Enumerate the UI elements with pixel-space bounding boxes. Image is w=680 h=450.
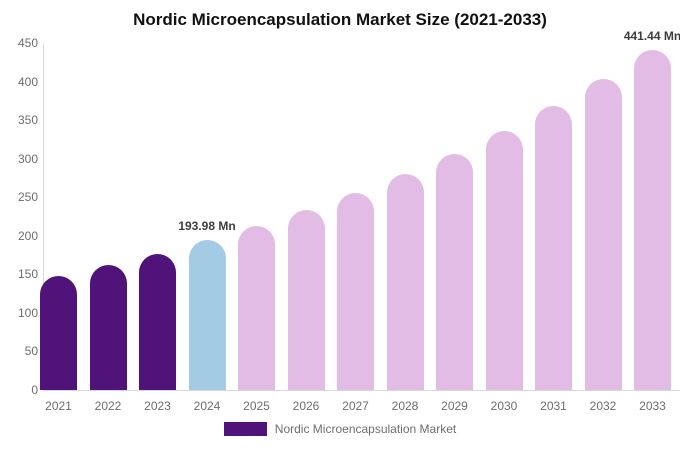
x-tick-label-2031: 2031 <box>540 399 567 413</box>
y-tick-label-150: 150 <box>17 267 38 282</box>
y-tick-label-450: 450 <box>17 36 38 50</box>
x-axis-line <box>43 390 680 391</box>
y-tick-label-0: 0 <box>31 383 38 397</box>
bar-2028[interactable] <box>386 174 424 390</box>
x-tick-label-2021: 2021 <box>45 399 72 413</box>
y-tick-label-300: 300 <box>17 151 38 166</box>
bar-2027[interactable] <box>337 193 374 390</box>
bar-2025[interactable] <box>238 226 275 390</box>
x-tick-label-2025: 2025 <box>243 399 270 413</box>
bar-2021[interactable] <box>40 276 77 390</box>
x-tick-label-2022: 2022 <box>94 399 122 413</box>
bar-2029[interactable] <box>436 153 473 390</box>
y-tick-label-400: 400 <box>17 74 38 89</box>
legend-swatch[interactable] <box>223 422 267 436</box>
y-axis-line <box>43 43 44 390</box>
x-tick-label-2032: 2032 <box>589 399 617 413</box>
x-tick-label-2026: 2026 <box>292 399 320 413</box>
y-tick-label-350: 350 <box>17 113 38 128</box>
bar-2024[interactable] <box>188 240 226 390</box>
bar-2026[interactable] <box>287 210 325 390</box>
legend-item-label[interactable]: Nordic Microencapsulation Market <box>274 422 457 436</box>
bar-2030[interactable] <box>485 131 523 390</box>
legend: Nordic Microencapsulation Market <box>0 422 680 436</box>
y-tick-label-100: 100 <box>17 305 38 320</box>
x-tick-label-2027: 2027 <box>342 399 369 413</box>
x-tick-label-2028: 2028 <box>391 399 419 413</box>
y-tick-label-250: 250 <box>17 190 38 205</box>
bar-2033[interactable] <box>634 49 671 390</box>
x-tick-label-2033: 2033 <box>639 399 666 413</box>
bar-2022[interactable] <box>89 265 127 390</box>
bar-2031[interactable] <box>535 106 572 390</box>
data-label-2024: 193.98 Mn <box>178 219 236 234</box>
x-tick-label-2029: 2029 <box>441 399 468 413</box>
chart-title: Nordic Microencapsulation Market Size (2… <box>133 10 547 29</box>
x-tick-label-2023: 2023 <box>144 399 171 413</box>
y-tick-label-50: 50 <box>24 344 38 359</box>
bar-2023[interactable] <box>139 253 176 390</box>
y-tick-label-200: 200 <box>17 228 38 243</box>
bar-2032[interactable] <box>584 79 622 390</box>
x-tick-label-2030: 2030 <box>490 399 518 413</box>
x-tick-label-2024: 2024 <box>193 399 221 413</box>
data-label-2033: 441.44 Mn <box>623 28 680 43</box>
